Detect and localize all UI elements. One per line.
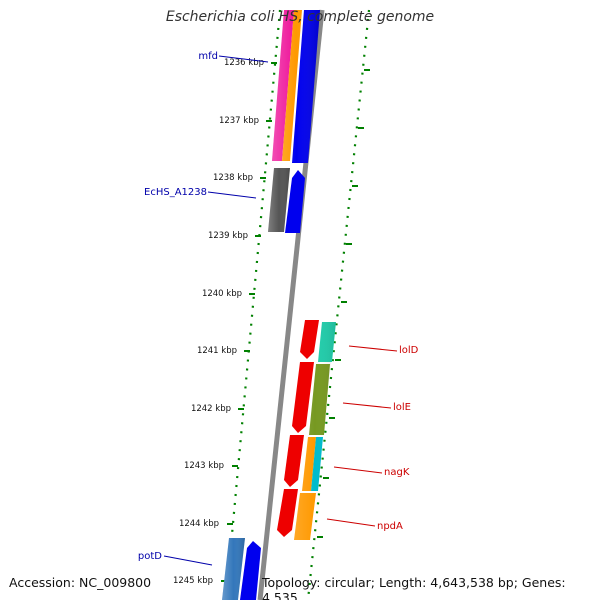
length-value: 4,643,538 bp <box>430 575 514 590</box>
accession-label: Accession: <box>9 575 76 590</box>
gene-label-mfd[interactable]: mfd <box>198 51 218 62</box>
gene-label-lold[interactable]: lolD <box>399 345 419 356</box>
feature-shade <box>294 322 336 540</box>
callout-nagk <box>333 466 383 474</box>
gene-label-echs-a1238[interactable]: EcHS_A1238 <box>144 187 207 198</box>
map-title: Escherichia coli HS, complete genome <box>165 9 435 25</box>
tick-marks <box>221 62 370 582</box>
feature-red-npdA[interactable] <box>277 489 298 537</box>
callout-lole <box>342 402 392 409</box>
topology-value: circular <box>324 575 371 590</box>
callout-potd <box>163 555 213 566</box>
feature-red-lolD[interactable] <box>300 320 319 359</box>
tick-label-1243: 1243 kbp <box>184 461 224 471</box>
outer-ring-right <box>306 9 371 600</box>
tick-label-1241: 1241 kbp <box>197 346 237 356</box>
feature-red-nagK[interactable] <box>284 435 304 487</box>
tick-label-1245: 1245 kbp <box>173 576 213 586</box>
tick-label-1242: 1242 kbp <box>191 404 231 414</box>
feature-shade <box>272 10 320 163</box>
tick-label-1236: 1236 kbp <box>224 58 264 68</box>
accession-value: NC_009800 <box>79 575 152 590</box>
callout-echs <box>207 191 257 199</box>
accession-info: Accession: NC_009800 <box>9 575 151 590</box>
tick-label-1238: 1238 kbp <box>213 173 253 183</box>
tick-label-1239: 1239 kbp <box>208 231 248 241</box>
reverse-features <box>277 320 336 540</box>
genes-value: 4,535 <box>262 590 298 600</box>
tick-label-1244: 1244 kbp <box>179 519 219 529</box>
outer-ring-left <box>224 9 282 600</box>
gene-label-lole[interactable]: lolE <box>393 402 411 413</box>
feature-shade <box>222 538 245 600</box>
tick-label-1237: 1237 kbp <box>219 116 259 126</box>
forward-features <box>222 10 320 600</box>
feature-blue-arrow-potd[interactable] <box>240 541 261 600</box>
feature-red-lolE[interactable] <box>292 362 314 433</box>
feature-shade <box>268 168 290 232</box>
tick-label-1240: 1240 kbp <box>202 289 242 299</box>
length-label: Length: <box>378 575 427 590</box>
topology-label: Topology: <box>262 575 321 590</box>
gene-label-potd[interactable]: potD <box>138 551 162 562</box>
feature-blue-arrow[interactable] <box>285 170 305 233</box>
genes-label: Genes: <box>521 575 566 590</box>
callout-lold <box>348 345 398 352</box>
genome-summary: Topology: circular; Length: 4,643,538 bp… <box>262 575 600 600</box>
callout-npda <box>326 518 376 527</box>
callout-mfd <box>218 55 269 63</box>
gene-label-nagk[interactable]: nagK <box>384 467 410 478</box>
gene-label-npda[interactable]: npdA <box>377 521 403 532</box>
